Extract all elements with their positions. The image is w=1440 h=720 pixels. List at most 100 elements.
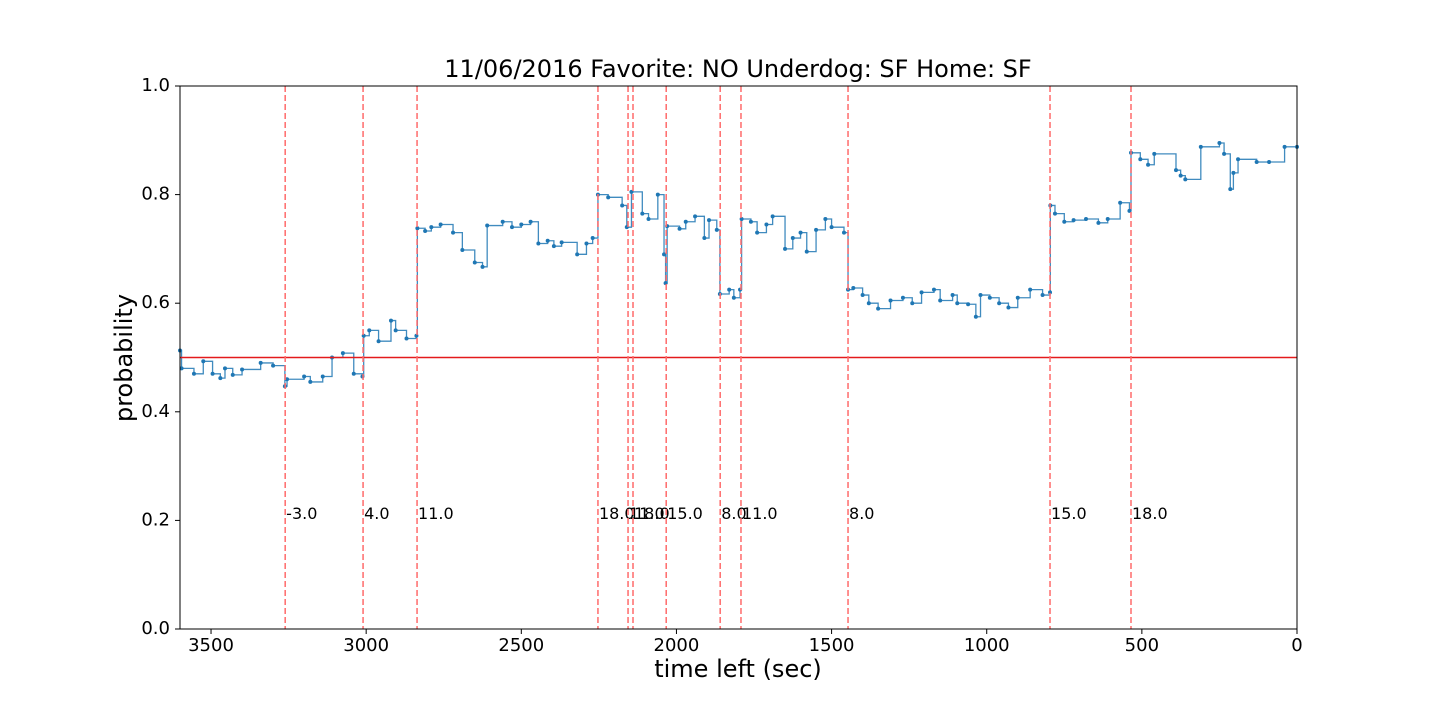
- data-point: [1222, 151, 1227, 156]
- data-point: [662, 252, 667, 257]
- x-tick-label: 3000: [343, 635, 389, 656]
- data-point: [376, 339, 381, 344]
- data-point: [764, 222, 769, 227]
- data-point: [783, 246, 788, 251]
- step-segment: [462, 249, 476, 263]
- step-segment: [912, 292, 923, 304]
- data-point: [860, 293, 865, 298]
- data-point: [966, 302, 971, 307]
- data-point: [551, 244, 556, 249]
- data-point: [584, 241, 589, 246]
- data-point: [1118, 200, 1123, 205]
- data-point: [1052, 211, 1057, 216]
- data-point: [438, 222, 443, 227]
- x-tick-label: 3500: [188, 635, 234, 656]
- data-point: [451, 230, 456, 235]
- step-segment: [816, 219, 827, 231]
- data-point: [201, 359, 206, 364]
- step-segment: [933, 288, 941, 301]
- step-segment: [878, 300, 892, 310]
- y-tick-label: 1.0: [141, 75, 170, 96]
- step-segment: [657, 193, 665, 255]
- data-point: [271, 363, 276, 368]
- step-segment: [772, 215, 786, 249]
- data-point: [938, 298, 943, 303]
- data-point: [714, 227, 719, 232]
- data-point: [509, 225, 514, 230]
- data-point: [302, 374, 307, 379]
- data-point: [308, 379, 313, 384]
- data-point: [1178, 173, 1183, 178]
- y-tick-label: 0.6: [141, 292, 170, 313]
- data-point: [285, 377, 290, 382]
- step-segment: [273, 364, 286, 387]
- x-tick-label: 0: [1291, 635, 1302, 656]
- score-label: 11.0: [629, 504, 665, 523]
- data-point: [1048, 290, 1053, 295]
- y-tick-label: 0.2: [141, 509, 170, 530]
- data-point: [677, 226, 682, 231]
- x-axis-label: time left (sec): [654, 655, 822, 683]
- data-point: [590, 236, 595, 241]
- x-tick-label: 2500: [498, 635, 544, 656]
- step-segment: [440, 223, 454, 233]
- plot-frame: [179, 85, 1298, 630]
- step-segment: [608, 196, 623, 206]
- data-point: [866, 301, 871, 306]
- score-label: 4.0: [364, 504, 389, 523]
- data-point: [646, 217, 651, 222]
- step-segment: [530, 221, 540, 244]
- data-point: [536, 241, 541, 246]
- data-point: [320, 374, 325, 379]
- data-point: [575, 252, 580, 257]
- data-point: [876, 306, 881, 311]
- data-point: [1015, 295, 1020, 300]
- step-segment: [1185, 146, 1202, 181]
- data-point: [1127, 208, 1132, 213]
- data-point: [415, 226, 420, 231]
- step-segment: [695, 215, 706, 239]
- data-point: [620, 203, 625, 208]
- step-segment: [1054, 212, 1065, 222]
- step-segment: [975, 295, 982, 318]
- x-tick-label: 1000: [964, 635, 1010, 656]
- score-label: 15.0: [1051, 504, 1087, 523]
- data-point: [1138, 157, 1143, 162]
- score-label: -3.0: [286, 504, 317, 523]
- data-point: [1231, 170, 1236, 175]
- data-point: [230, 372, 235, 377]
- step-segment: [631, 191, 643, 214]
- step-segment: [592, 194, 599, 239]
- data-point: [851, 285, 856, 290]
- data-point: [1084, 217, 1089, 222]
- step-segment: [1269, 146, 1286, 163]
- step-segment: [1131, 152, 1141, 160]
- data-point: [500, 219, 505, 224]
- data-point: [888, 298, 893, 303]
- data-point: [367, 328, 372, 333]
- data-point: [1040, 293, 1045, 298]
- data-point: [1198, 144, 1203, 149]
- data-point: [218, 376, 223, 381]
- data-point: [973, 314, 978, 319]
- data-point: [480, 264, 485, 269]
- data-point: [1096, 220, 1101, 225]
- data-point: [606, 195, 611, 200]
- step-segment: [1224, 153, 1231, 190]
- data-point: [693, 214, 698, 219]
- step-segment: [1120, 202, 1131, 211]
- data-point: [804, 249, 809, 254]
- step-segment: [193, 361, 204, 375]
- data-point: [770, 214, 775, 219]
- step-segment: [800, 231, 808, 252]
- score-label: 11.0: [742, 504, 778, 523]
- data-point: [1282, 144, 1287, 149]
- data-point: [978, 293, 983, 298]
- step-segment: [679, 221, 687, 230]
- step-segment: [704, 220, 710, 239]
- y-tick-label: 0.0: [141, 618, 170, 639]
- data-point: [460, 247, 465, 252]
- data-point: [702, 236, 707, 241]
- x-tick-label: 1500: [809, 635, 855, 656]
- x-tick-label: 500: [1125, 635, 1159, 656]
